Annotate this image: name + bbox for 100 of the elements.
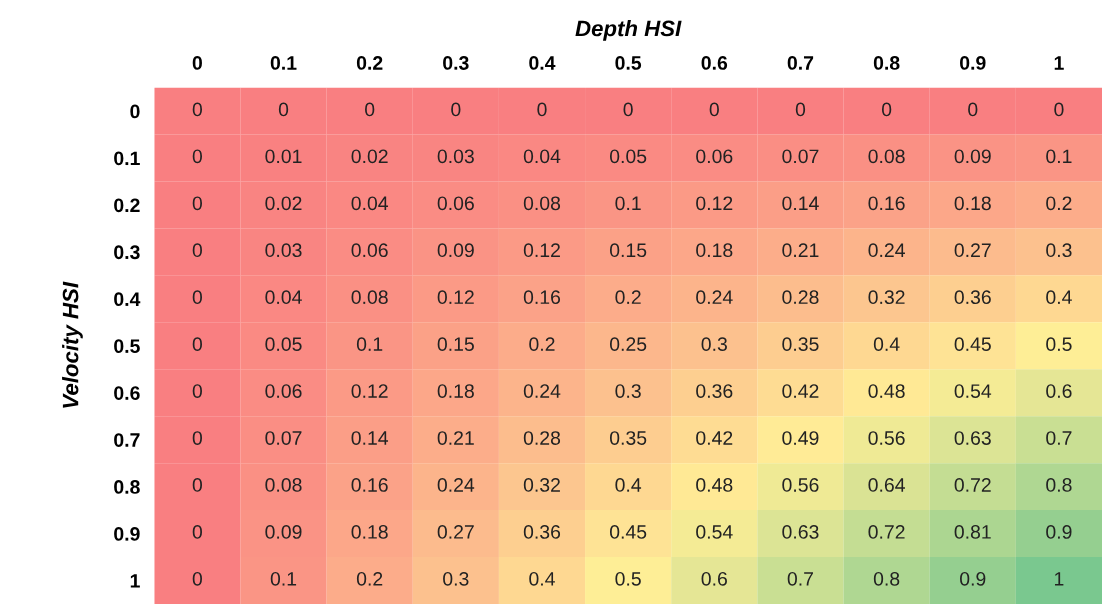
data-label: 0.16 <box>351 478 388 492</box>
data-label: 0.35 <box>609 431 647 445</box>
data-label: 0.21 <box>437 431 474 445</box>
data-label: 0.08 <box>868 149 905 164</box>
data-label: 0.06 <box>265 384 302 398</box>
data-label: 0.48 <box>696 478 733 492</box>
data-label: 0.42 <box>782 384 819 398</box>
data-label: 0.07 <box>782 149 819 164</box>
data-label: 0.2 <box>1046 196 1072 211</box>
data-label: 0.05 <box>609 149 647 164</box>
data-label: 0.8 <box>873 571 900 586</box>
data-label: 0.7 <box>787 571 813 586</box>
data-label: 0 <box>537 102 547 117</box>
data-label: 0.15 <box>437 337 474 352</box>
data-label: 0.04 <box>351 196 389 211</box>
data-label: 0.81 <box>954 525 991 539</box>
data-label: 0.2 <box>529 337 555 352</box>
data-label: 0 <box>192 431 203 445</box>
data-label: 0.18 <box>437 384 474 398</box>
data-label: 0.27 <box>954 243 991 258</box>
data-label: 0.05 <box>265 337 302 352</box>
data-label: 0 <box>192 384 203 398</box>
data-label: 0.12 <box>351 384 388 398</box>
data-label: 0.24 <box>437 478 475 492</box>
data-label: 0 <box>968 102 978 117</box>
data-label: 0.64 <box>868 478 905 492</box>
data-label: 0.16 <box>868 196 905 211</box>
data-label: 0.15 <box>609 243 647 258</box>
data-label: 0.06 <box>351 243 388 258</box>
data-label: 0.45 <box>954 337 991 352</box>
data-label: 0.1 <box>270 571 297 586</box>
data-label: 0.48 <box>868 384 905 398</box>
data-label: 0.56 <box>782 478 819 492</box>
data-label: 0.18 <box>696 243 733 258</box>
data-label: 0 <box>192 571 203 586</box>
data-label: 0 <box>192 290 203 305</box>
data-label: 0.35 <box>782 337 819 352</box>
data-label: 0.14 <box>351 431 389 445</box>
x-tick-label: 0.2 <box>356 56 383 70</box>
x-tick-label: 0.4 <box>529 56 556 70</box>
data-label: 0.28 <box>782 290 819 305</box>
x-tick-label: 1 <box>1054 56 1064 70</box>
data-label: 0.28 <box>523 431 561 445</box>
data-label: 0.4 <box>1046 290 1072 305</box>
data-label: 0.08 <box>351 290 388 305</box>
y-tick-label: 0.4 <box>114 292 141 307</box>
y-tick-label: 0.2 <box>114 198 140 213</box>
data-label: 0.24 <box>523 384 561 398</box>
data-label: 0.63 <box>782 525 819 539</box>
data-label: 0.12 <box>696 196 733 211</box>
data-label: 0.03 <box>437 149 474 164</box>
x-tick-label: 0.9 <box>960 56 986 70</box>
data-label: 0.32 <box>523 478 560 492</box>
data-label: 0.24 <box>696 290 733 305</box>
data-label: 0 <box>192 102 203 117</box>
data-label: 0.08 <box>265 478 302 492</box>
data-label: 0 <box>623 102 633 117</box>
data-label: 0.24 <box>868 243 905 258</box>
data-label: 0.12 <box>523 243 560 258</box>
data-label: 0 <box>192 243 203 258</box>
y-tick-label: 0.9 <box>114 527 140 541</box>
x-tick-label: 0.6 <box>701 56 728 70</box>
data-label: 0.9 <box>960 571 986 586</box>
y-tick-label: 0.7 <box>114 433 140 447</box>
data-label: 0.1 <box>356 337 383 352</box>
data-label: 0.21 <box>782 243 819 258</box>
data-label: 0.04 <box>265 290 302 305</box>
y-axis-title: Velocity HSI <box>62 281 83 408</box>
data-label: 0.16 <box>523 290 561 305</box>
data-label: 0.04 <box>523 149 561 164</box>
data-label: 0.36 <box>696 384 733 398</box>
data-label: 0.7 <box>1046 431 1072 445</box>
data-label: 1 <box>1055 572 1064 586</box>
data-label: 0.8 <box>1046 478 1072 492</box>
y-tick-label: 0.1 <box>114 151 140 166</box>
x-tick-label: 0 <box>192 56 202 70</box>
x-tick-label: 0.5 <box>615 56 642 70</box>
data-label: 0 <box>192 337 203 352</box>
data-label: 0.4 <box>873 337 900 352</box>
data-label: 0 <box>881 102 892 117</box>
data-label: 0.42 <box>696 431 733 445</box>
data-label: 0.56 <box>868 431 905 445</box>
data-label: 0.09 <box>265 525 302 539</box>
data-label: 0 <box>451 102 461 117</box>
data-label: 0.01 <box>265 149 302 164</box>
data-label: 0 <box>1054 102 1064 117</box>
data-label: 0.18 <box>351 525 388 539</box>
y-tick-label: 1 <box>130 574 140 588</box>
data-label: 0.09 <box>437 243 474 258</box>
data-label: 0.32 <box>868 290 905 305</box>
x-tick-label: 0.7 <box>787 56 814 70</box>
data-label: 0.54 <box>696 525 733 539</box>
data-label: 0.3 <box>1046 243 1072 258</box>
data-label: 0.08 <box>523 196 561 211</box>
data-label: 0.9 <box>1046 525 1072 539</box>
data-label: 0.2 <box>356 571 383 586</box>
data-label: 0 <box>278 102 289 117</box>
data-label: 0.25 <box>609 337 647 352</box>
y-tick-label: 0.8 <box>114 480 140 494</box>
data-label: 0 <box>365 102 375 117</box>
